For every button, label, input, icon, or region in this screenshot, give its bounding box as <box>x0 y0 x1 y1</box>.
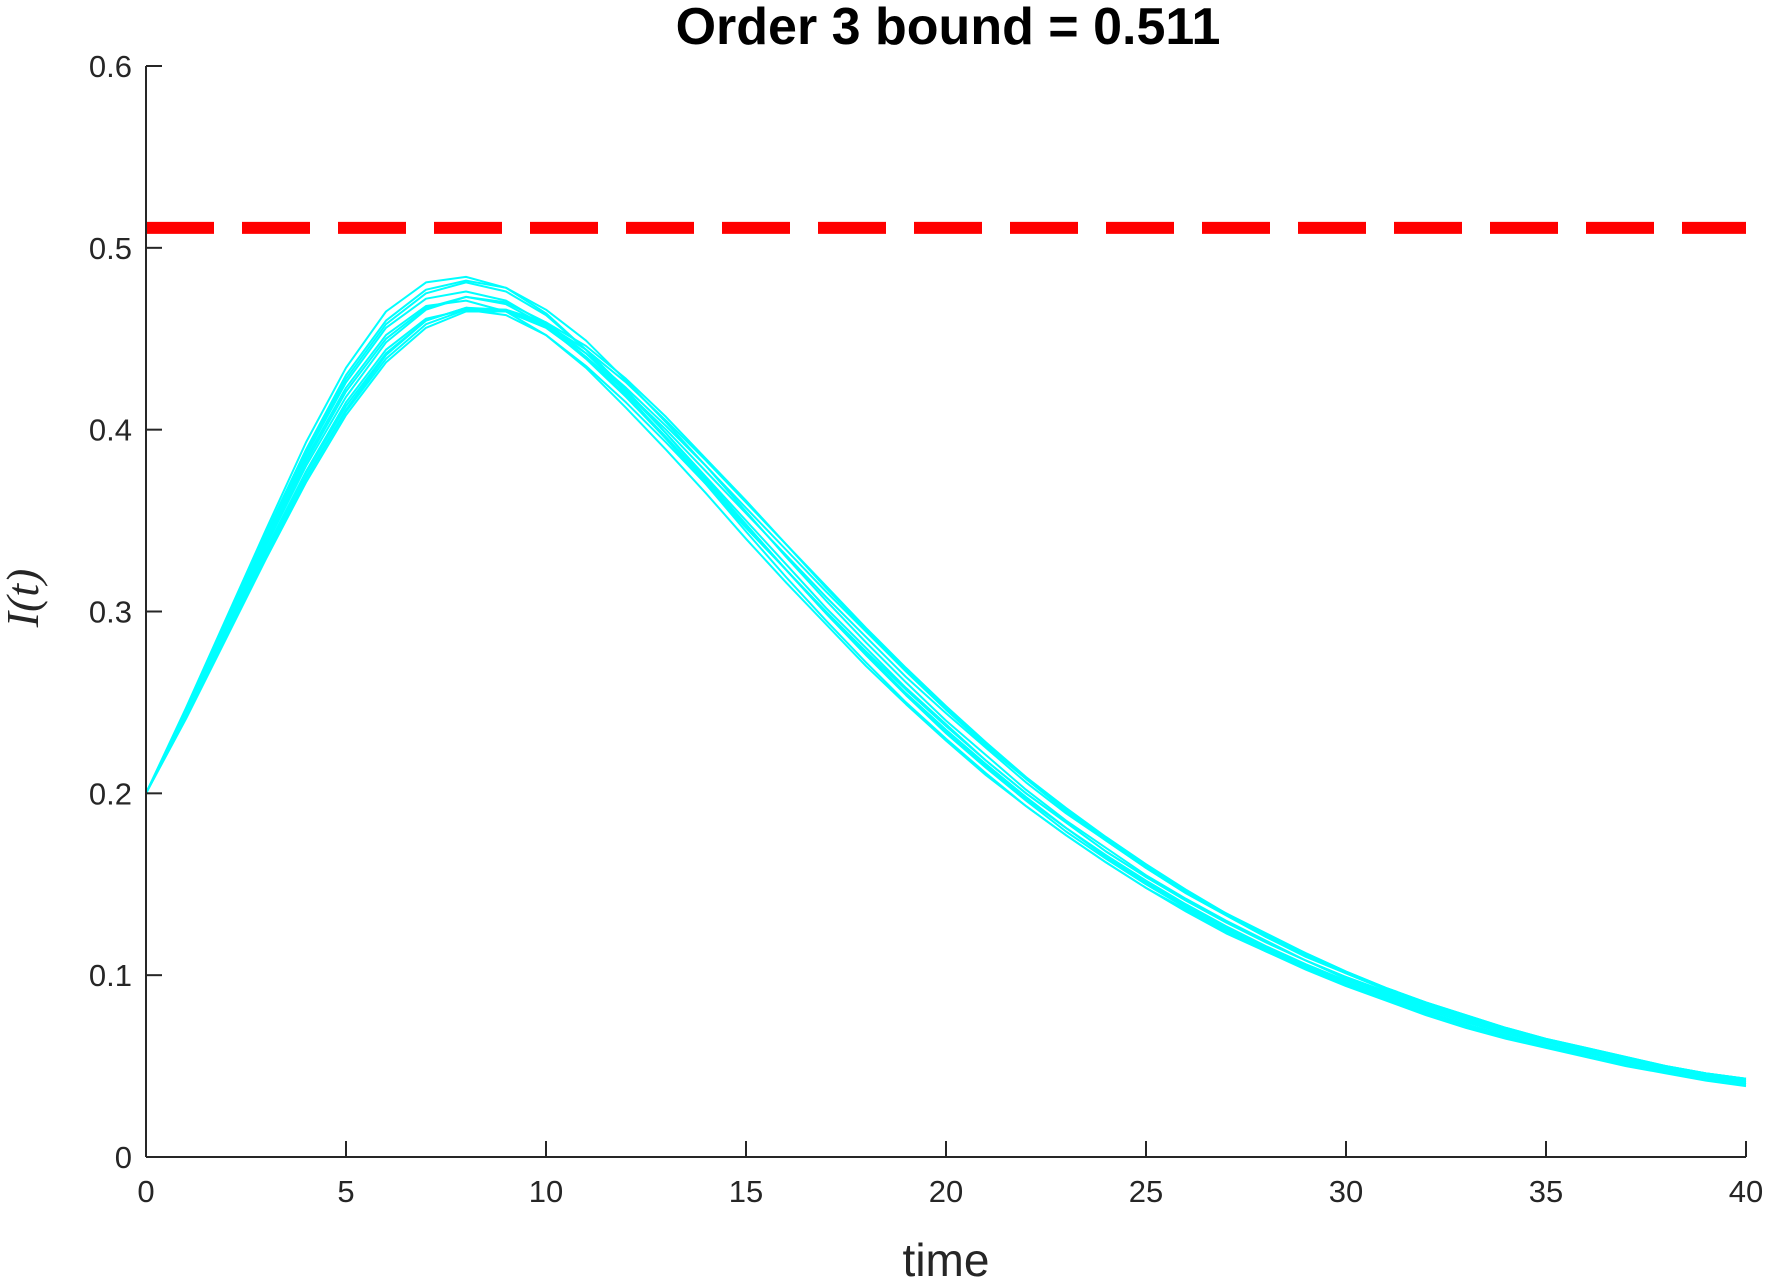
x-tick-label: 40 <box>1729 1174 1763 1209</box>
trajectory-line <box>145 295 1747 1082</box>
y-tick-label: 0.1 <box>89 958 132 993</box>
x-tick-label: 20 <box>929 1174 963 1209</box>
trajectory-line <box>145 306 1747 1082</box>
y-axis-label: I(t) <box>0 569 48 629</box>
x-tick-label: 35 <box>1529 1174 1563 1209</box>
x-tick-label: 5 <box>337 1174 354 1209</box>
x-ticks: 0 5 10 15 20 25 30 35 40 <box>137 1141 1763 1209</box>
y-tick-label: 0.6 <box>89 49 132 84</box>
plot-area <box>145 221 1747 1088</box>
y-tick-label: 0.3 <box>89 595 132 630</box>
y-tick-label: 0.5 <box>89 231 132 266</box>
trajectory-line <box>145 279 1747 1084</box>
axes: 0 5 10 15 20 25 30 35 40 0 0.1 0.2 0.3 0.4 0.5 0.6 <box>89 49 1763 1209</box>
trajectory-line <box>145 295 1747 1084</box>
x-tick-label: 0 <box>137 1174 154 1209</box>
x-tick-label: 30 <box>1329 1174 1363 1209</box>
x-tick-label: 25 <box>1129 1174 1163 1209</box>
y-ticks: 0 0.1 0.2 0.3 0.4 0.5 0.6 <box>89 49 162 1175</box>
y-tick-label: 0.4 <box>89 413 132 448</box>
trajectory-line <box>145 281 1747 1086</box>
trajectory-line <box>145 275 1747 1088</box>
trajectory-line <box>145 290 1747 1086</box>
chart-title: Order 3 bound = 0.511 <box>676 0 1221 56</box>
y-tick-label: 0 <box>115 1140 132 1175</box>
x-tick-label: 10 <box>529 1174 563 1209</box>
trajectory-line <box>145 308 1747 1080</box>
x-tick-label: 15 <box>729 1174 763 1209</box>
trajectory-lines <box>145 275 1747 1088</box>
y-tick-label: 0.2 <box>89 776 132 811</box>
x-axis-label: time <box>903 1234 990 1286</box>
